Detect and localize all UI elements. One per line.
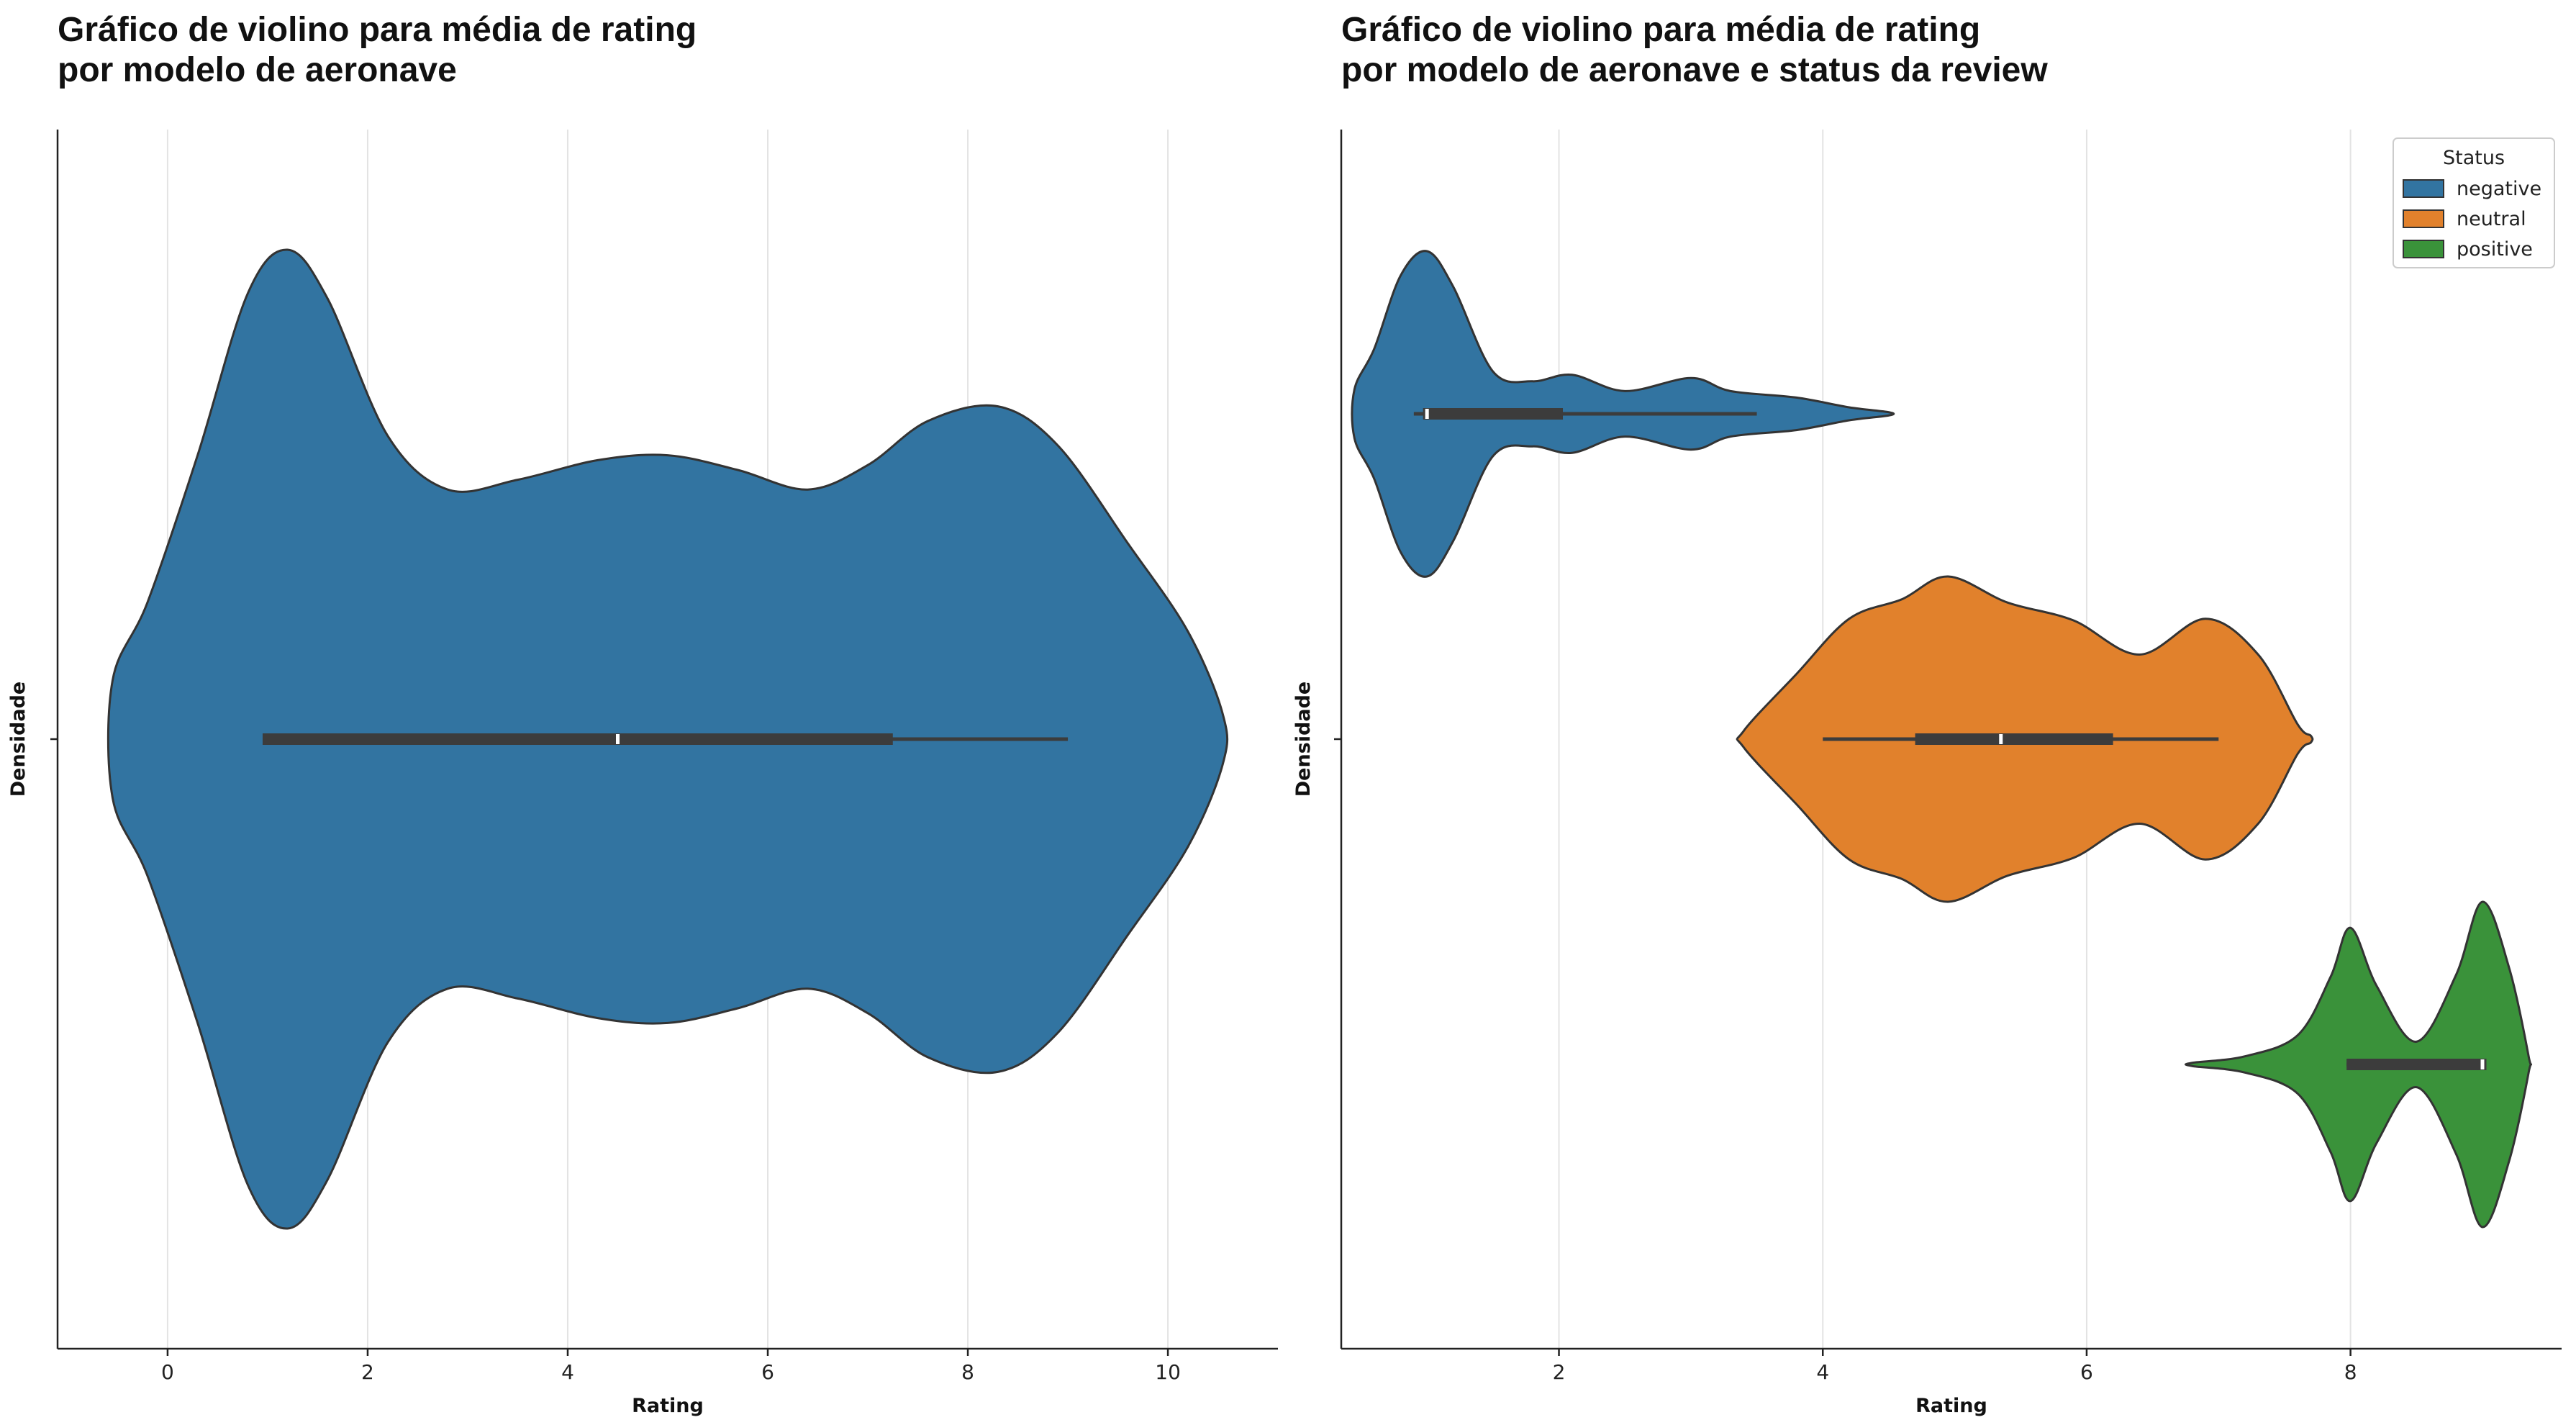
- chart-title-left-line2: por modelo de aeronave: [58, 51, 457, 89]
- legend-label-negative: negative: [2457, 178, 2541, 200]
- y-axis-label: Densidade: [7, 682, 30, 797]
- x-tick-label: 4: [1816, 1360, 1829, 1384]
- legend-title: Status: [2443, 147, 2505, 169]
- chart-title-left-line1: Gráfico de violino para média de rating: [58, 11, 697, 49]
- y-axis-label: Densidade: [1292, 682, 1315, 797]
- violin-panel-left: 0 2 4 6 8 10 Rating Densidade: [7, 130, 1278, 1417]
- legend-box: [2393, 137, 2555, 268]
- chart-title-right-line2: por modelo de aeronave e status da revie…: [1341, 51, 2048, 89]
- chart-title-right-line1: Gráfico de violino para média de rating: [1341, 11, 1981, 49]
- chart-title-right: Gráfico de violino para média de rating …: [1341, 10, 2048, 91]
- legend-label-neutral: neutral: [2457, 208, 2526, 230]
- x-tick-label: 6: [2080, 1360, 2093, 1384]
- x-tick-label: 4: [561, 1360, 574, 1384]
- legend-swatch-positive: [2403, 240, 2444, 258]
- legend-swatch-negative: [2403, 179, 2444, 198]
- x-axis-label: Rating: [1915, 1395, 1987, 1417]
- x-tick-label: 0: [161, 1360, 174, 1384]
- legend-swatch-neutral: [2403, 209, 2444, 228]
- x-tick-label: 2: [1553, 1360, 1566, 1384]
- x-tick-label: 8: [2344, 1360, 2357, 1384]
- violin-panel-right: 2 4 6 8 Rating Densidade Status negative neutral…: [1292, 130, 2562, 1417]
- x-tick-label: 2: [361, 1360, 374, 1384]
- x-tick-label: 10: [1155, 1360, 1181, 1384]
- chart-title-left: Gráfico de violino para média de rating …: [58, 10, 697, 91]
- x-axis-label: Rating: [632, 1395, 704, 1417]
- x-tick-label: 6: [761, 1360, 774, 1384]
- legend-label-positive: positive: [2457, 238, 2533, 261]
- x-tick-label: 8: [961, 1360, 974, 1384]
